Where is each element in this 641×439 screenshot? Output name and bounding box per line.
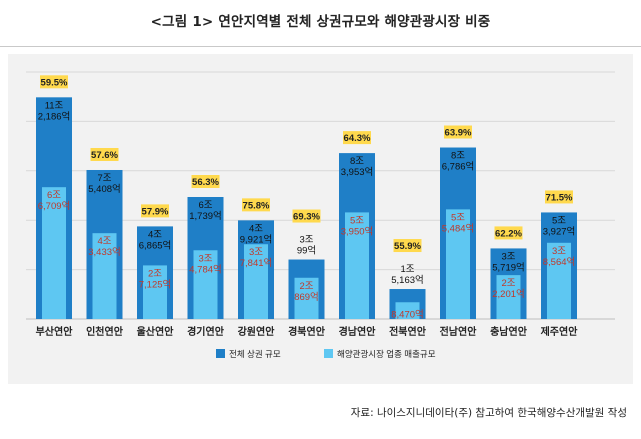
percentage-label: 63.9% bbox=[445, 128, 472, 139]
percentage-badge bbox=[393, 239, 422, 253]
total-value-label: 6,865억 bbox=[139, 239, 172, 251]
total-value-label: 5,719억 bbox=[492, 261, 525, 273]
bar-chart: 11조2,186억6조6,709억59.5%부산연안7조5,408억4조3,43… bbox=[26, 71, 615, 359]
percentage-badge bbox=[90, 147, 119, 161]
tourism-value-label: 869억 bbox=[294, 291, 319, 303]
total-value-label: 5조 bbox=[552, 215, 566, 226]
percentage-label: 69.3% bbox=[293, 212, 320, 223]
tourism-value-label: 5,484억 bbox=[442, 222, 475, 234]
title-divider bbox=[0, 46, 641, 47]
total-value-label: 4조 bbox=[148, 229, 162, 240]
category-tick-label: 전남연안 bbox=[440, 325, 478, 338]
total-value-label: 6조 bbox=[198, 200, 212, 211]
total-value-label: 3,927억 bbox=[543, 225, 576, 237]
percentage-badge bbox=[141, 204, 169, 218]
total-value-label: 1,739억 bbox=[189, 210, 222, 222]
tourism-value-label: 3,433억 bbox=[88, 246, 121, 258]
percentage-badge bbox=[292, 209, 321, 223]
tourism-value-label: 7,841억 bbox=[240, 257, 273, 269]
total-value-label: 6,786억 bbox=[442, 161, 475, 173]
tourism-value-label: 5조 bbox=[350, 215, 364, 226]
total-value-label: 11조 bbox=[45, 100, 64, 111]
source-note: 자료: 나이스지니데이타(주) 참고하여 한국해양수산개발원 작성 bbox=[350, 407, 627, 419]
total-value-label: 8조 bbox=[451, 151, 465, 162]
percentage-label: 59.5% bbox=[41, 77, 68, 88]
tourism-value-label: 7,125억 bbox=[139, 278, 172, 290]
total-value-label: 4조 bbox=[249, 223, 263, 234]
legend-label-tourism: 해양관광시장 업종 매출규모 bbox=[337, 349, 436, 359]
tourism-bar bbox=[496, 275, 521, 319]
tourism-value-label: 8,564억 bbox=[543, 256, 576, 268]
total-value-label: 2,186억 bbox=[38, 110, 71, 122]
total-value-label: 3,953억 bbox=[341, 166, 374, 178]
tourism-value-label: 2조 bbox=[299, 281, 313, 292]
category-tick-label: 강원연안 bbox=[238, 325, 276, 338]
tourism-value-label: 3조 bbox=[249, 247, 263, 258]
category-tick-label: 전북연안 bbox=[389, 325, 427, 338]
percentage-label: 64.3% bbox=[344, 133, 371, 144]
percentage-badge bbox=[40, 75, 68, 89]
category-tick-label: 부산연안 bbox=[36, 325, 74, 338]
tourism-value-label: 3조 bbox=[552, 246, 566, 257]
percentage-badge bbox=[191, 175, 220, 189]
tourism-bar bbox=[193, 250, 218, 319]
category-tick-label: 경남연안 bbox=[339, 325, 377, 338]
category-tick-label: 경북연안 bbox=[288, 325, 326, 338]
tourism-value-label: 6,709억 bbox=[38, 200, 71, 212]
total-value-label: 5,163억 bbox=[391, 274, 424, 286]
total-value-label: 3조 bbox=[299, 235, 313, 246]
tourism-bar bbox=[395, 302, 420, 319]
legend-label-total: 전체 상권 규모 bbox=[229, 349, 281, 359]
percentage-label: 62.2% bbox=[495, 228, 522, 239]
total-value-label: 1조 bbox=[400, 264, 414, 275]
percentage-label: 57.9% bbox=[142, 206, 169, 217]
tourism-value-label: 4,784억 bbox=[189, 263, 222, 275]
total-value-label: 9,921억 bbox=[240, 233, 273, 245]
legend-swatch-tourism bbox=[324, 349, 333, 358]
legend-swatch-total bbox=[216, 349, 225, 358]
percentage-badge bbox=[343, 131, 371, 145]
percentage-label: 55.9% bbox=[394, 241, 421, 252]
figure-title: <그림 1> 연안지역별 전체 상권규모와 해양관광시장 비중 bbox=[150, 14, 491, 30]
tourism-value-label: 4조 bbox=[97, 236, 111, 247]
category-tick-label: 인천연안 bbox=[86, 325, 124, 338]
percentage-badge bbox=[242, 198, 270, 212]
category-tick-label: 경기연안 bbox=[187, 325, 225, 338]
tourism-bar bbox=[547, 242, 571, 319]
percentage-label: 71.5% bbox=[546, 192, 573, 203]
tourism-value-label: 6조 bbox=[47, 190, 61, 201]
percentage-label: 75.8% bbox=[243, 200, 270, 211]
chart-panel: 11조 2,186억 6조 6,709억 59.5% 부산연안 7조 5,408억 4조 3,43… bbox=[8, 54, 633, 384]
total-value-label: 3조 bbox=[501, 251, 515, 262]
category-tick-label: 제주연안 bbox=[541, 325, 579, 338]
tourism-bar bbox=[143, 265, 167, 319]
tourism-bar bbox=[244, 244, 268, 319]
tourism-value-label: 2조 bbox=[501, 278, 515, 289]
percentage-badge bbox=[545, 190, 573, 204]
total-value-label: 8조 bbox=[350, 156, 364, 167]
tourism-bar bbox=[92, 233, 117, 319]
tourism-value-label: 5조 bbox=[451, 212, 465, 223]
tourism-value-label: 3조 bbox=[198, 253, 212, 264]
total-value-label: 7조 bbox=[97, 173, 111, 184]
percentage-label: 56.3% bbox=[192, 177, 219, 188]
tourism-bar bbox=[446, 209, 470, 319]
tourism-bar bbox=[294, 277, 319, 319]
tourism-value-label: 2조 bbox=[148, 268, 162, 279]
percentage-badge bbox=[444, 125, 472, 139]
tourism-bar bbox=[42, 187, 66, 319]
percentage-label: 57.6% bbox=[91, 150, 118, 161]
tourism-value-label: 3,950억 bbox=[341, 225, 374, 237]
category-tick-label: 울산연안 bbox=[137, 325, 175, 338]
percentage-badge bbox=[494, 226, 523, 240]
tourism-bar bbox=[345, 212, 369, 319]
total-value-label: 99억 bbox=[297, 245, 316, 257]
category-tick-label: 충남연안 bbox=[490, 325, 528, 338]
tourism-value-label: 2,201억 bbox=[492, 288, 525, 300]
tourism-value-label: 8,470억 bbox=[391, 308, 424, 320]
total-value-label: 5,408억 bbox=[88, 183, 121, 195]
